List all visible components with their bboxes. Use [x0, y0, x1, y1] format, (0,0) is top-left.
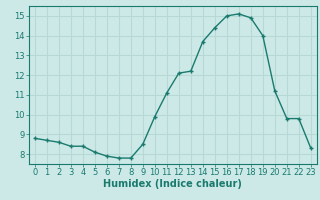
X-axis label: Humidex (Indice chaleur): Humidex (Indice chaleur)	[103, 179, 242, 189]
